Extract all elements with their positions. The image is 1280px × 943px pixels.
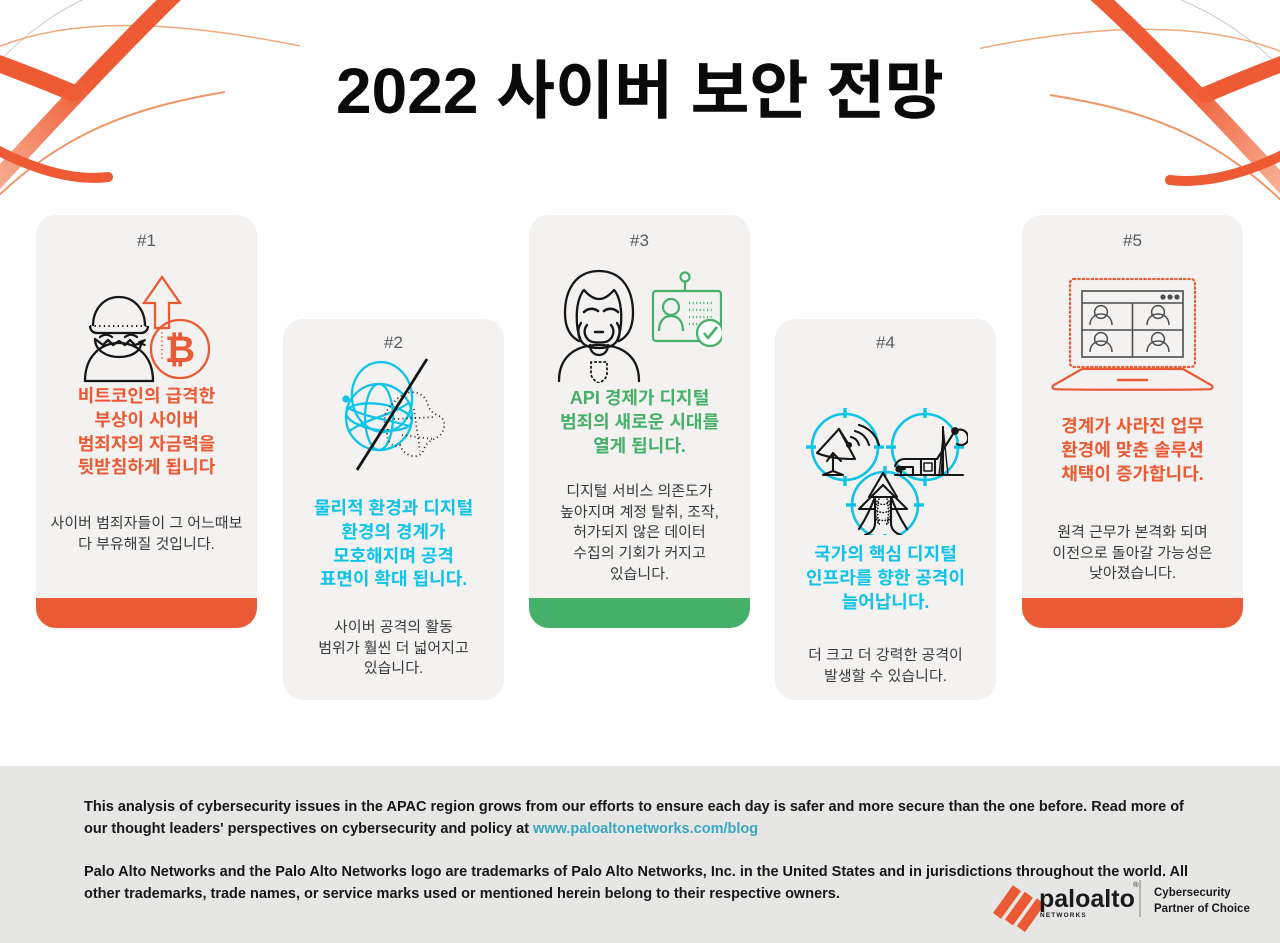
svg-text:®: ® [1133, 880, 1139, 889]
svg-text:Cybersecurity: Cybersecurity [1154, 887, 1231, 899]
svg-text:NETWORKS: NETWORKS [1040, 912, 1087, 919]
svg-text:paloalto: paloalto [1039, 885, 1135, 913]
svg-text:Partner of Choice: Partner of Choice [1154, 903, 1250, 915]
svg-text:₿: ₿ [164, 329, 194, 370]
